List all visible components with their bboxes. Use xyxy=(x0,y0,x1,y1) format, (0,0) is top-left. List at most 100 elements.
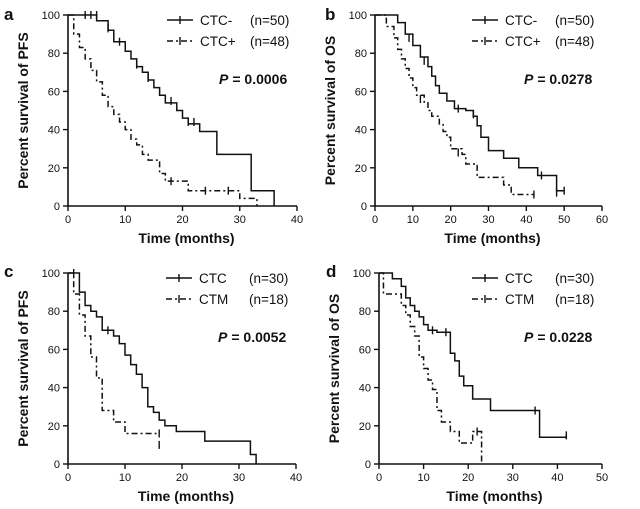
y-axis-title-a: Percent survival of PFS xyxy=(15,32,31,188)
y-tick-label: 0 xyxy=(365,459,371,471)
y-tick-label: 40 xyxy=(48,125,60,137)
p-value: P = 0.0278 xyxy=(524,71,592,87)
survival-curve-ctc xyxy=(68,272,257,464)
p-value-symbol: P xyxy=(218,329,228,345)
panel-letter-d: d xyxy=(326,262,336,281)
panel-c: c 0 20 40 60 80 100 0 10 20 30 40 Time (months) Perc… xyxy=(4,262,302,504)
x-tick-label: 30 xyxy=(233,472,245,484)
y-tick-label: 20 xyxy=(48,421,60,433)
x-tick-label: 0 xyxy=(65,214,71,226)
x-tick-label: 20 xyxy=(176,214,188,226)
y-tick-label: 40 xyxy=(48,383,60,395)
x-tick-label: 20 xyxy=(445,214,457,226)
y-tick-label: 100 xyxy=(42,10,60,22)
x-tick-label: 40 xyxy=(291,214,303,226)
x-tick-label: 10 xyxy=(417,472,429,484)
y-axis-title-c: Percent survival of PFS xyxy=(15,290,31,446)
y-tick-label: 80 xyxy=(48,306,60,318)
x-tick-label: 40 xyxy=(520,214,532,226)
legend-label: CTC+ xyxy=(505,34,541,49)
legend-label: CTM xyxy=(199,292,228,307)
p-value-text: = 0.0052 xyxy=(231,329,286,345)
legend-n: (n=18) xyxy=(555,292,594,307)
p-value-text: = 0.0228 xyxy=(537,329,592,345)
survival-curve-ctm xyxy=(68,272,160,435)
y-tick-label: 80 xyxy=(355,48,367,60)
y-axis-title-b: Percent survival of OS xyxy=(322,36,338,185)
x-tick-label: 40 xyxy=(290,472,302,484)
survival-curve-ctm xyxy=(379,272,483,464)
x-tick-label: 50 xyxy=(596,472,608,484)
x-axis-title-d: Time (months) xyxy=(446,488,542,504)
x-axis-title-c: Time (months) xyxy=(138,488,234,504)
legend-label: CTC xyxy=(505,271,533,286)
legend-label: CTC xyxy=(199,271,227,286)
x-tick-label: 0 xyxy=(372,214,378,226)
p-value: P = 0.0228 xyxy=(524,329,592,345)
plot-d: 0 20 40 60 80 100 0 10 20 30 40 50 Time (months) Perc… xyxy=(326,268,608,504)
survival-curve-ctc-neg xyxy=(68,14,275,206)
legend-n: (n=48) xyxy=(250,34,289,49)
legend-n: (n=30) xyxy=(555,271,594,286)
p-value: P = 0.0006 xyxy=(219,71,287,87)
survival-curve-ctc-pos xyxy=(375,14,534,196)
legend-label: CTC- xyxy=(505,13,537,28)
legend-label: CTM xyxy=(505,292,534,307)
x-tick-label: 30 xyxy=(234,214,246,226)
plot-b: 0 20 40 60 80 100 0 10 20 30 40 50 60 Time (months) Pe… xyxy=(322,10,608,246)
legend-n: (n=50) xyxy=(555,13,594,28)
p-value-symbol: P xyxy=(524,71,534,87)
legend-n: (n=48) xyxy=(555,34,594,49)
panel-d: d 0 20 40 60 80 100 0 10 20 30 40 50 Time (months) Pe… xyxy=(326,262,608,504)
y-tick-label: 40 xyxy=(355,125,367,137)
y-tick-label: 0 xyxy=(361,201,367,213)
y-tick-label: 60 xyxy=(359,344,371,356)
y-tick-label: 100 xyxy=(42,268,60,280)
y-tick-label: 100 xyxy=(353,268,371,280)
y-tick-label: 40 xyxy=(359,383,371,395)
y-tick-label: 20 xyxy=(359,421,371,433)
panel-letter-a: a xyxy=(4,5,14,24)
x-tick-label: 30 xyxy=(482,214,494,226)
y-tick-label: 20 xyxy=(48,163,60,175)
y-tick-label: 60 xyxy=(48,86,60,98)
legend-label: CTC- xyxy=(200,13,232,28)
p-value-symbol: P xyxy=(524,329,534,345)
panel-letter-c: c xyxy=(4,262,13,281)
y-tick-label: 80 xyxy=(359,306,371,318)
plot-a: 0 20 40 60 80 100 0 10 20 30 40 Time (months) Percen… xyxy=(15,10,303,246)
y-tick-label: 0 xyxy=(54,459,60,471)
survival-curve-ctc xyxy=(379,272,568,439)
panel-a: a 0 20 40 60 80 100 0 10 20 30 40 Time (months) Perc… xyxy=(4,5,303,246)
legend-label: CTC+ xyxy=(200,34,236,49)
p-value-symbol: P xyxy=(219,71,229,87)
y-tick-label: 20 xyxy=(355,163,367,175)
x-tick-label: 30 xyxy=(507,472,519,484)
legend-n: (n=50) xyxy=(250,13,289,28)
x-tick-label: 10 xyxy=(407,214,419,226)
x-tick-label: 10 xyxy=(119,214,131,226)
x-tick-label: 0 xyxy=(376,472,382,484)
x-axis-title-b: Time (months) xyxy=(444,230,540,246)
p-value-text: = 0.0006 xyxy=(232,71,287,87)
panel-b: b 0 20 40 60 80 100 0 10 20 30 40 50 60 Time (months)… xyxy=(322,5,608,246)
y-tick-label: 60 xyxy=(48,344,60,356)
x-tick-label: 20 xyxy=(176,472,188,484)
x-tick-label: 10 xyxy=(119,472,131,484)
legend-n: (n=30) xyxy=(249,271,288,286)
legend-n: (n=18) xyxy=(249,292,288,307)
y-tick-label: 80 xyxy=(48,48,60,60)
survival-curve-ctc-pos xyxy=(68,14,258,206)
x-tick-label: 60 xyxy=(596,214,608,226)
x-tick-label: 40 xyxy=(551,472,563,484)
plot-c: 0 20 40 60 80 100 0 10 20 30 40 Time (months) Percen… xyxy=(15,268,302,504)
x-tick-label: 50 xyxy=(558,214,570,226)
y-tick-label: 0 xyxy=(54,201,60,213)
panel-letter-b: b xyxy=(325,5,335,24)
x-tick-label: 20 xyxy=(462,472,474,484)
x-axis-title-a: Time (months) xyxy=(138,230,234,246)
x-tick-label: 0 xyxy=(65,472,71,484)
y-tick-label: 100 xyxy=(349,10,367,22)
p-value: P = 0.0052 xyxy=(218,329,286,345)
